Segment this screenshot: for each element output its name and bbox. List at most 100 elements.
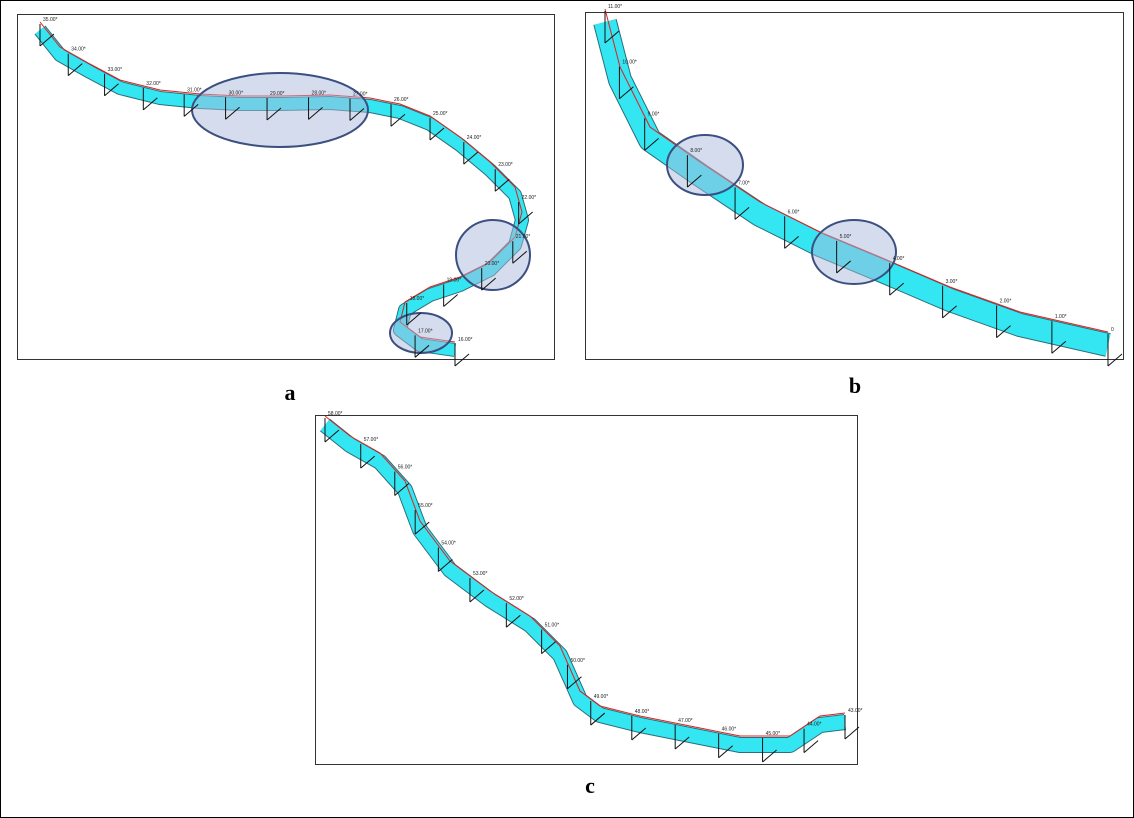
station-label: 10.00*: [622, 60, 637, 66]
cross-section: [674, 736, 690, 750]
cross-section: [996, 325, 1011, 339]
station-label: 32.00*: [146, 81, 161, 87]
station-label: 16.00*: [458, 337, 473, 343]
cross-section: [512, 250, 528, 264]
station-label: 31.00*: [187, 87, 202, 93]
panel-a-box: [17, 14, 555, 360]
cross-section: [844, 726, 860, 740]
station-label: 47.00*: [678, 718, 693, 724]
station-label: 3.00*: [946, 279, 958, 285]
cross-section: [541, 641, 556, 654]
station-label: 48.00*: [635, 709, 650, 715]
cross-section: [494, 178, 510, 192]
cross-section: [836, 260, 851, 274]
station-label: 50.00*: [570, 658, 585, 664]
cross-section: [225, 106, 240, 120]
cross-section: [942, 305, 957, 319]
cross-section: [349, 108, 365, 121]
cross-section: [619, 86, 634, 100]
station-label: 26.00*: [394, 97, 409, 103]
station-label: 23.00*: [498, 162, 513, 168]
station-label: 9.00*: [648, 111, 660, 117]
station-label: 4.00*: [893, 256, 905, 262]
station-label: 2.00*: [1000, 299, 1012, 305]
cross-section: [39, 33, 55, 47]
highlight: [811, 219, 897, 285]
station-label: 24.00*: [467, 135, 482, 141]
station-label: 17.00*: [418, 328, 433, 334]
station-label: 20.00*: [485, 261, 500, 267]
highlight: [455, 219, 531, 291]
station-label: 29.00*: [270, 91, 285, 97]
cross-section: [454, 353, 470, 367]
station-label: 58.00*: [328, 411, 343, 417]
cross-section: [644, 137, 659, 151]
cross-section: [142, 97, 158, 111]
cross-section: [604, 30, 620, 44]
bank-line: [39, 21, 523, 343]
bank-line: [324, 415, 846, 737]
station-label: 0: [1111, 327, 1114, 333]
cross-section: [390, 113, 406, 127]
station-label: 27.00*: [353, 91, 368, 97]
station-label: 52.00*: [509, 596, 524, 602]
cross-section: [67, 63, 83, 77]
cross-section: [803, 740, 819, 754]
station-label: 34.00*: [71, 47, 86, 53]
highlight: [191, 72, 369, 148]
cross-section: [308, 107, 323, 120]
cross-section: [631, 727, 647, 741]
cross-section: [518, 211, 533, 225]
station-label: 1.00*: [1055, 314, 1067, 320]
cross-section: [889, 282, 905, 296]
station-label: 18.00*: [410, 296, 425, 302]
station-label: 45.00*: [766, 731, 781, 737]
station-label: 30.00*: [229, 90, 244, 96]
cross-section: [414, 521, 430, 535]
cross-section: [469, 589, 485, 603]
caption: c: [585, 773, 595, 798]
channels: 35.00* 34.00* 33.00* 32.00* 31.00* 30.00* 29.0…: [34, 4, 1123, 763]
station-label: 43.00*: [848, 708, 863, 714]
cross-section: [429, 127, 445, 141]
cross-section: [443, 294, 458, 307]
cross-section: [762, 749, 777, 763]
cross-section: [734, 206, 750, 220]
station-label: 21.00*: [516, 234, 531, 240]
cross-section: [414, 344, 430, 358]
cross-section: [324, 429, 340, 443]
station-label: 51.00*: [545, 623, 560, 629]
channel: [35, 26, 528, 356]
highlight: [389, 312, 453, 354]
cross-section: [104, 83, 119, 97]
cross-section: [1107, 353, 1123, 367]
cross-section: [687, 174, 702, 188]
cross-section: [784, 235, 799, 249]
station-label: 56.00*: [398, 465, 413, 471]
station-label: 7.00*: [738, 180, 750, 186]
caption: a: [285, 380, 296, 405]
station-label: 22.00*: [522, 195, 537, 201]
station-label: 53.00*: [473, 571, 488, 577]
station-label: 19.00*: [447, 277, 462, 283]
cross-section: [718, 745, 733, 759]
channel: [320, 419, 846, 752]
station-label: 35.00*: [43, 17, 58, 23]
caption: b: [849, 373, 861, 398]
panel-b-box: [585, 12, 1124, 360]
station-label: 46.00*: [722, 727, 737, 733]
cross-section: [1051, 340, 1067, 354]
station-label: 5.00*: [840, 234, 852, 240]
station-label: 28.00*: [312, 90, 327, 96]
cross-section: [590, 712, 606, 726]
cross-section: [463, 151, 479, 165]
channel: [594, 19, 1111, 356]
highlight: [666, 134, 744, 196]
station-label: 44.00*: [807, 722, 822, 728]
bank-line: [604, 8, 1109, 333]
cross-section: [406, 312, 422, 326]
station-label: 6.00*: [788, 209, 800, 215]
station-label: 11.00*: [608, 4, 622, 10]
cross-section: [567, 676, 582, 690]
